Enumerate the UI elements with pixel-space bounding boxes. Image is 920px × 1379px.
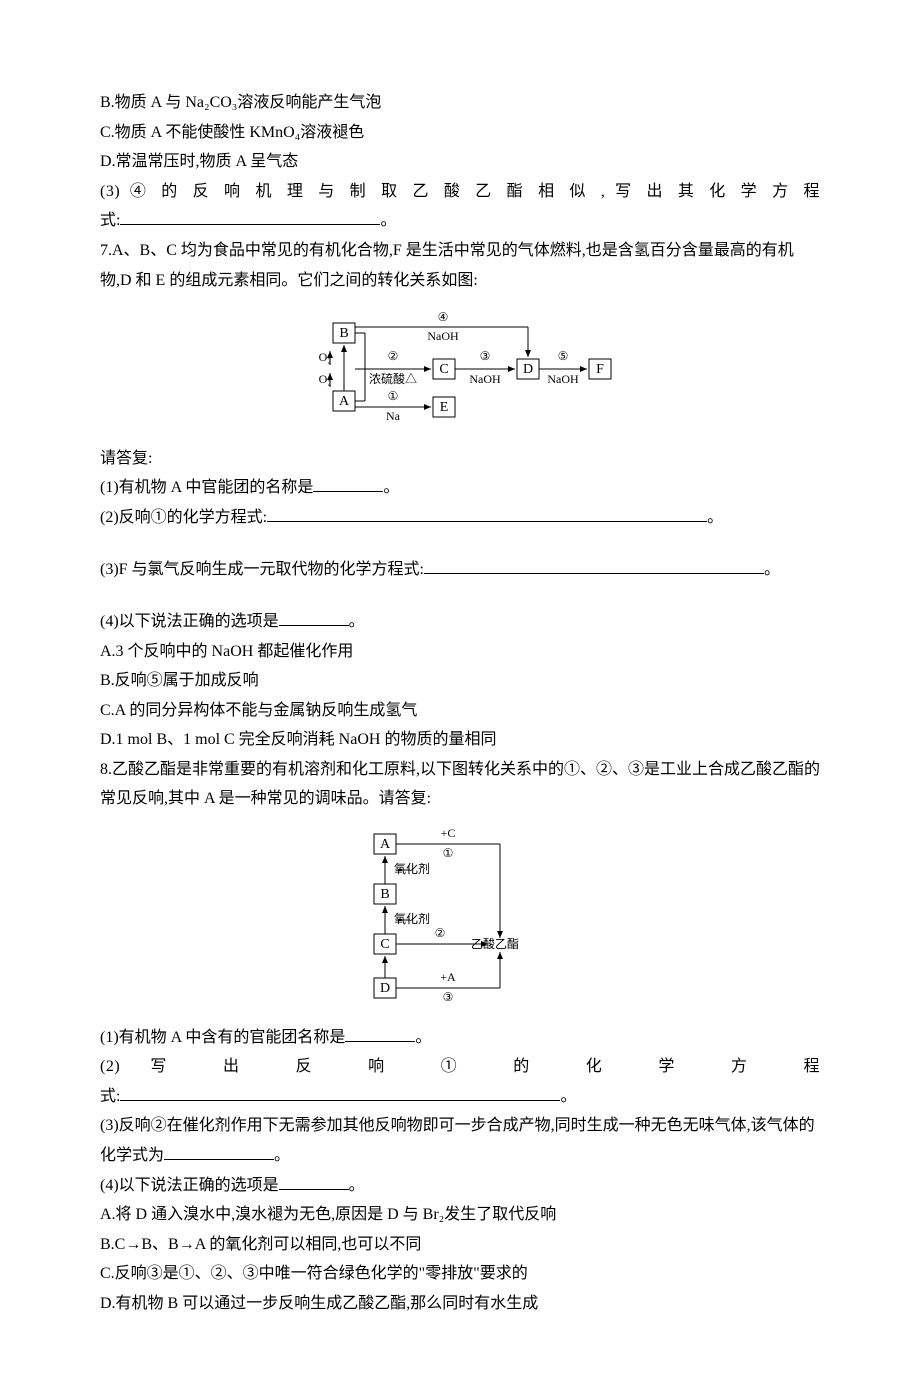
q7-arrow1-text: Na	[386, 409, 401, 423]
q7-arrow3-text: NaOH	[469, 372, 501, 386]
q7-node-e: E	[440, 400, 449, 415]
spacer2	[100, 585, 820, 607]
q7-p4-text: (4)以下说法正确的选项是	[100, 613, 279, 630]
q6-part3-line2: 式: 。	[100, 206, 820, 236]
q7-p2-blank	[267, 504, 707, 522]
q8-p1-text: (1)有机物 A 中含有的官能团名称是	[100, 1029, 345, 1046]
q7-intro: 7.A、B、C 均为食品中常见的有机化合物,F 是生活中常见的气体燃料,也是含氢…	[100, 236, 820, 295]
q7-node-c: C	[439, 362, 448, 377]
q7-node-a: A	[339, 394, 350, 409]
q7-answer-prompt: 请答复:	[100, 444, 820, 474]
q7-p2: (2)反响①的化学方程式: 。	[100, 503, 820, 533]
q7-p4-end: 。	[349, 613, 365, 630]
q7-node-b: B	[339, 326, 348, 341]
q8-p3-end: 。	[274, 1147, 290, 1164]
q7-arrow5-text: NaOH	[547, 372, 579, 386]
q8-label-oxidant2: 氧化剂	[394, 911, 430, 926]
q7-node-f: F	[596, 362, 604, 377]
q8-p2-blank	[120, 1083, 560, 1101]
q8-option-b: B.C→B、B→A 的氧化剂可以相同,也可以不同	[100, 1230, 820, 1260]
q7-option-a: A.3 个反响中的 NaOH 都起催化作用	[100, 637, 820, 667]
q8-label-oxidant1: 氧化剂	[394, 861, 430, 876]
q7-p1-blank	[313, 475, 383, 493]
q7-option-c: C.A 的同分异构体不能与金属钠反响生成氢气	[100, 696, 820, 726]
q7-arrow4-num: ④	[438, 310, 449, 324]
q7-arrow3-num: ③	[480, 349, 491, 363]
q8-node-a: A	[380, 837, 391, 852]
q7-p2-text: (2)反响①的化学方程式:	[100, 509, 267, 526]
q6-option-c: C.物质 A 不能使酸性 KMnO₄溶液褪色	[100, 118, 820, 148]
q8-arrow3-num: ③	[443, 990, 454, 1004]
q8-intro: 8.乙酸乙酯是非常重要的有机溶剂和化工原料,以下图转化关系中的①、②、③是工业上…	[100, 755, 820, 814]
q7-p3-end: 。	[764, 561, 780, 578]
q7-p4-blank	[279, 608, 349, 626]
q7-option-b: B.反响⑤属于加成反响	[100, 666, 820, 696]
q8-arrow1-plusc: +C	[441, 826, 456, 840]
q8-p4-text: (4)以下说法正确的选项是	[100, 1177, 279, 1194]
q8-p2-suffix: 式:	[100, 1088, 120, 1105]
q8-product: 乙酸乙酯	[471, 936, 519, 951]
q7-p4: (4)以下说法正确的选项是 。	[100, 607, 820, 637]
q7-arrow5-num: ⑤	[558, 349, 569, 363]
q6-option-b: B.物质 A 与 Na₂CO₃溶液反响能产生气泡	[100, 88, 820, 118]
q8-node-c: C	[380, 937, 389, 952]
q8-p1-end: 。	[415, 1029, 431, 1046]
q8-arrow3-plusa: +A	[440, 970, 456, 984]
q8-option-c: C.反响③是①、②、③中唯一符合绿色化学的"零排放"要求的	[100, 1259, 820, 1289]
q8-p1: (1)有机物 A 中含有的官能团名称是 。	[100, 1023, 820, 1053]
spacer	[100, 533, 820, 555]
q7-option-d: D.1 mol B、1 mol C 完全反响消耗 NaOH 的物质的量相同	[100, 725, 820, 755]
q7-node-d: D	[523, 362, 533, 377]
q8-diagram: A B C D 氧化剂 氧化剂 +C ① ② 乙酸乙酯 +A ③	[100, 824, 820, 1015]
q7-p1: (1)有机物 A 中官能团的名称是 。	[100, 473, 820, 503]
q7-arrow2-num: ②	[388, 349, 399, 363]
q8-p2-prefix: (2) 写 出 反 响 ① 的 化 学 方 程	[100, 1052, 820, 1082]
q8-p2-line2: 式: 。	[100, 1082, 820, 1112]
q8-arrow2-num: ②	[435, 926, 446, 940]
q8-option-a: A.将 D 通入溴水中,溴水褪为无色,原因是 D 与 Br₂发生了取代反响	[100, 1200, 820, 1230]
q8-node-d: D	[380, 981, 390, 996]
q6-part3-suffix: 式:	[100, 212, 120, 229]
q8-p4: (4)以下说法正确的选项是 。	[100, 1171, 820, 1201]
q7-p3-blank	[424, 556, 764, 574]
q6-part3-blank	[120, 208, 380, 226]
q7-p3: (3)F 与氯气反响生成一元取代物的化学方程式: 。	[100, 555, 820, 585]
q8-p1-blank	[345, 1024, 415, 1042]
q6-part3-prefix: (3) ④ 的 反 响 机 理 与 制 取 乙 酸 乙 酯 相 似 , 写 出 …	[100, 177, 820, 207]
q7-p1-text: (1)有机物 A 中官能团的名称是	[100, 479, 313, 496]
q8-p3: (3)反响②在催化剂作用下无需参加其他反响物即可一步合成产物,同时生成一种无色无…	[100, 1111, 820, 1170]
q8-p4-blank	[279, 1172, 349, 1190]
q7-p2-end: 。	[707, 509, 723, 526]
q7-p1-end: 。	[383, 479, 399, 496]
q6-option-d: D.常温常压时,物质 A 呈气态	[100, 147, 820, 177]
q8-p3-blank	[164, 1142, 274, 1160]
q8-option-d: D.有机物 B 可以通过一步反响生成乙酸乙酯,那么同时有水生成	[100, 1289, 820, 1319]
q7-diagram: B A O₂ O₂ C D F E ② 浓硫酸△ ③ NaOH	[100, 305, 820, 436]
q7-arrow2-text: 浓硫酸△	[369, 371, 417, 386]
q8-arrow1-num: ①	[443, 846, 454, 860]
q7-p3-text: (3)F 与氯气反响生成一元取代物的化学方程式:	[100, 561, 424, 578]
q6-part3-period: 。	[380, 212, 396, 229]
q7-arrow4-text: NaOH	[427, 329, 459, 343]
q8-p4-end: 。	[349, 1177, 365, 1194]
q8-p2-end: 。	[560, 1088, 576, 1105]
q7-arrow1-num: ①	[388, 389, 399, 403]
q8-node-b: B	[380, 887, 389, 902]
